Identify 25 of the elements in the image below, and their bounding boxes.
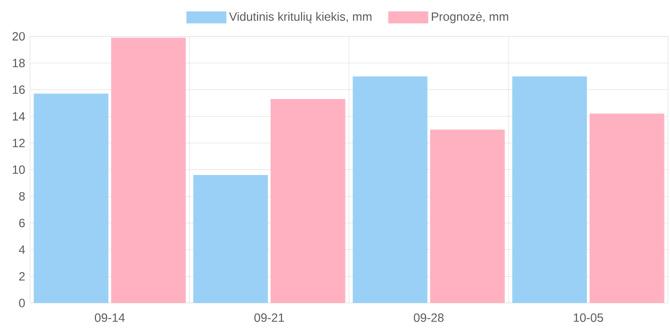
legend-label: Prognozė, mm [432, 12, 508, 24]
y-tick-label: 2 [19, 272, 25, 281]
x-tick-label: 10-05 [574, 313, 604, 322]
bar [430, 130, 505, 303]
y-tick-label: 14 [12, 112, 25, 120]
x-tick-label: 09-28 [414, 313, 444, 322]
bar [193, 175, 268, 303]
y-tick-label: 8 [19, 192, 25, 201]
bar [352, 76, 428, 303]
legend-label: Vidutinis kritulių kiekis, mm [229, 12, 372, 24]
y-tick-label: 4 [18, 246, 25, 254]
y-tick-label: 10 [12, 165, 25, 174]
bar [270, 98, 346, 303]
y-tick-label: 6 [19, 218, 25, 228]
bar [590, 114, 664, 303]
y-tick-label: 16 [12, 85, 25, 94]
bar [34, 94, 108, 303]
y-tick-label: 0 [19, 298, 25, 308]
y-tick-label: 18 [12, 58, 25, 68]
y-tick-label: 20 [12, 32, 25, 41]
bar [111, 38, 186, 303]
x-tick-label: 09-21 [254, 313, 284, 322]
x-tick-label: 09-14 [94, 313, 125, 322]
y-tick-label: 12 [12, 138, 25, 148]
bar [512, 76, 587, 303]
